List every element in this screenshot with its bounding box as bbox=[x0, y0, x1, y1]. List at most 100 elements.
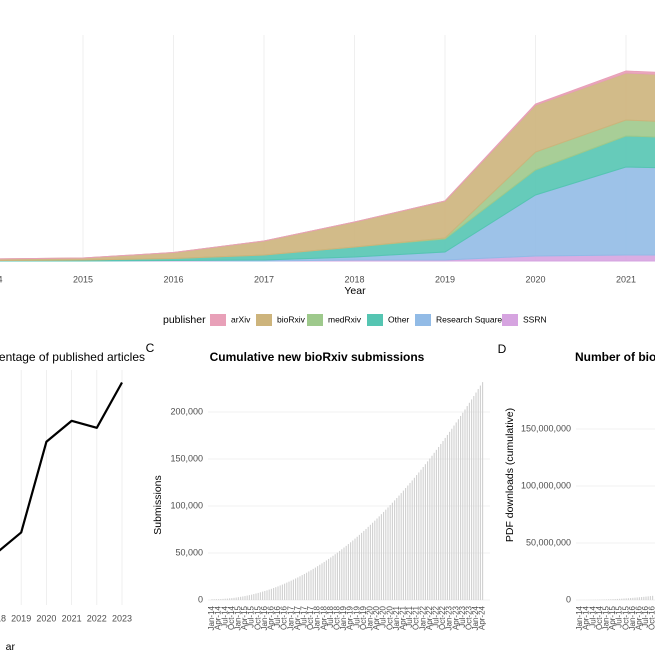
x-tick-label: Oct-21 bbox=[412, 605, 421, 630]
bar bbox=[317, 566, 319, 600]
x-tick-label: Jul-15 bbox=[247, 605, 256, 627]
bar bbox=[405, 488, 407, 600]
bar bbox=[400, 493, 402, 600]
bar bbox=[632, 597, 634, 600]
bar bbox=[473, 396, 475, 600]
bar bbox=[356, 536, 358, 600]
x-tick-label: Jan-16 bbox=[628, 605, 637, 630]
x-tick-label: Oct-23 bbox=[465, 605, 474, 630]
bar bbox=[284, 583, 286, 600]
bar bbox=[253, 594, 255, 600]
x-tick-label: Jan-14 bbox=[575, 605, 584, 630]
bar bbox=[367, 526, 369, 600]
x-tick-label: 2017 bbox=[254, 274, 274, 284]
x-tick-label: 2023 bbox=[112, 613, 132, 623]
bar bbox=[608, 599, 610, 600]
bar bbox=[616, 598, 618, 600]
chart-title: Number of bio bbox=[575, 350, 655, 364]
x-tick-label: 2015 bbox=[73, 274, 93, 284]
bar bbox=[464, 409, 466, 600]
x-tick-label: Jul-20 bbox=[379, 605, 388, 627]
x-tick-label: Apr-15 bbox=[240, 605, 249, 630]
bar bbox=[237, 597, 239, 600]
x-tick-label: Apr-24 bbox=[478, 605, 487, 630]
bar bbox=[418, 472, 420, 600]
y-axis-title: PDF downloads (cumulative) bbox=[504, 408, 516, 542]
bar bbox=[369, 524, 371, 600]
x-axis-title: Year bbox=[344, 285, 366, 297]
bar bbox=[255, 593, 257, 600]
bar bbox=[471, 399, 473, 600]
x-tick-label: Jan-19 bbox=[339, 605, 348, 630]
x-tick-label: Jul-15 bbox=[615, 605, 624, 627]
x-tick-label: Jan-20 bbox=[366, 605, 375, 630]
bar bbox=[290, 580, 292, 600]
bar bbox=[634, 597, 636, 600]
x-tick-label: 2018 bbox=[344, 274, 364, 284]
x-tick-label: 2018 bbox=[0, 613, 6, 623]
bar bbox=[394, 500, 396, 600]
x-tick-label: Oct-15 bbox=[621, 605, 630, 630]
bar bbox=[295, 578, 297, 600]
bar bbox=[231, 598, 233, 600]
legend-label: Research Square bbox=[436, 314, 502, 324]
bar bbox=[383, 511, 385, 600]
x-tick-label: Jan-18 bbox=[313, 605, 322, 630]
bar bbox=[233, 597, 235, 600]
x-tick-label: Apr-19 bbox=[346, 605, 355, 630]
bar bbox=[372, 522, 374, 600]
bar bbox=[468, 402, 470, 600]
y-tick-label: 0 bbox=[566, 594, 571, 604]
x-tick-label: Jan-22 bbox=[418, 605, 427, 630]
bar bbox=[455, 422, 457, 600]
bar bbox=[625, 598, 627, 600]
x-tick-label: Jul-23 bbox=[458, 605, 467, 627]
bar bbox=[343, 547, 345, 600]
x-tick-label: 2019 bbox=[435, 274, 455, 284]
panel-label: D bbox=[498, 342, 507, 356]
x-tick-label: Jan-21 bbox=[392, 605, 401, 630]
x-tick-label: Oct-15 bbox=[253, 605, 262, 630]
legend-key bbox=[307, 314, 323, 326]
x-tick-label: Jan-15 bbox=[602, 605, 611, 630]
bar bbox=[354, 538, 356, 600]
bar bbox=[244, 596, 246, 600]
x-tick-label: Oct-14 bbox=[595, 605, 604, 630]
bar bbox=[416, 475, 418, 600]
legend-key bbox=[367, 314, 383, 326]
y-tick-label: 200,000 bbox=[170, 406, 203, 416]
bar bbox=[248, 595, 250, 600]
bar bbox=[440, 443, 442, 600]
legend-label: arXiv bbox=[231, 314, 251, 324]
bar bbox=[387, 507, 389, 600]
x-tick-label: Apr-23 bbox=[451, 605, 460, 630]
bar bbox=[321, 563, 323, 600]
bar bbox=[266, 590, 268, 600]
bar bbox=[350, 542, 352, 600]
x-tick-label: 2014 bbox=[0, 274, 3, 284]
bar bbox=[257, 592, 259, 600]
legend-key bbox=[415, 314, 431, 326]
bar bbox=[363, 530, 365, 600]
bar bbox=[235, 597, 237, 600]
x-tick-label: Oct-16 bbox=[280, 605, 289, 630]
bar bbox=[612, 599, 614, 600]
line bbox=[0, 381, 123, 552]
x-tick-label: Apr-21 bbox=[399, 605, 408, 630]
bar bbox=[275, 587, 277, 600]
bar bbox=[605, 599, 607, 600]
x-tick-label: 2020 bbox=[36, 613, 56, 623]
bar bbox=[211, 599, 213, 600]
bar bbox=[649, 596, 651, 600]
legend-key bbox=[210, 314, 226, 326]
y-tick-label: 100,000 bbox=[170, 500, 203, 510]
bar bbox=[314, 567, 316, 600]
legend-label: medRxiv bbox=[328, 314, 362, 324]
bar bbox=[475, 392, 477, 600]
y-tick-label: 100,000,000 bbox=[521, 480, 571, 490]
bar bbox=[270, 588, 272, 600]
bar bbox=[376, 518, 378, 600]
x-tick-label: Apr-16 bbox=[267, 605, 276, 630]
bar bbox=[433, 452, 435, 600]
x-tick-label: 2021 bbox=[616, 274, 636, 284]
